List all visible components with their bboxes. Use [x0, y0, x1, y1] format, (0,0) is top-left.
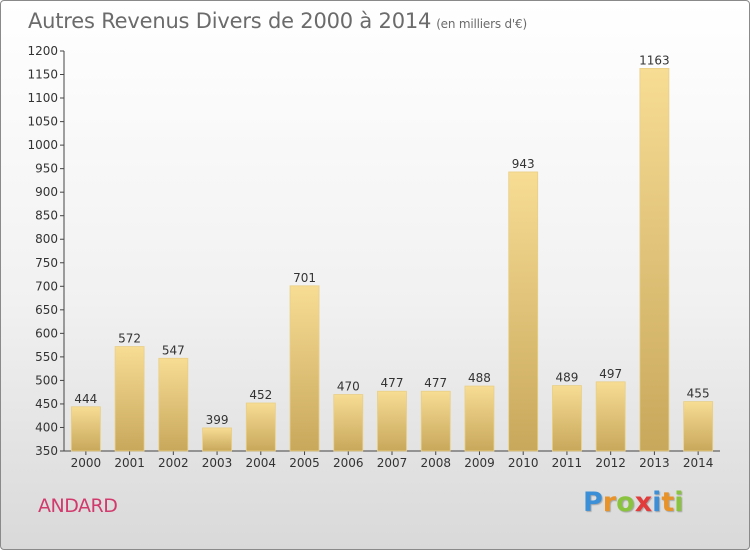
data-label: 452 [249, 388, 272, 402]
chart-subtitle: (en milliers d'€) [436, 17, 527, 31]
bar [245, 402, 276, 452]
chart-title-text: Autres Revenus Divers de 2000 à 2014 [28, 9, 432, 33]
y-tick-label: 950 [35, 162, 58, 176]
y-tick-label: 400 [35, 420, 58, 434]
y-tick-label: 350 [35, 444, 58, 458]
x-tick-label: 2012 [595, 456, 626, 470]
bar [639, 68, 670, 452]
y-tick-label: 450 [35, 397, 58, 411]
bar [158, 357, 189, 452]
y-tick-label: 550 [35, 350, 58, 364]
x-tick-label: 2002 [158, 456, 189, 470]
data-label: 488 [468, 371, 491, 385]
data-label: 572 [118, 332, 141, 346]
logo-letter: i [652, 487, 662, 518]
bar [464, 385, 495, 452]
bar [70, 406, 101, 452]
logo-letter: x [634, 487, 653, 518]
x-tick-label: 2007 [377, 456, 408, 470]
data-label: 444 [74, 392, 97, 406]
x-tick-label: 2014 [683, 456, 714, 470]
bar [289, 285, 320, 452]
bar [595, 381, 626, 452]
data-label: 489 [555, 371, 578, 385]
y-tick-label: 850 [35, 209, 58, 223]
bar [552, 385, 582, 452]
data-label: 455 [687, 387, 710, 401]
x-tick-label: 2001 [114, 456, 145, 470]
bar [202, 427, 232, 452]
chart-axes: 350 400 450 500 550 600 650 700 750 800 850 900 950 1… [27, 44, 720, 470]
commune-name: ANDARD [38, 495, 118, 517]
logo-letter: t [661, 487, 675, 518]
y-tick-label: 1050 [27, 115, 58, 129]
logo-letter: o [616, 487, 635, 518]
bar [377, 390, 407, 452]
y-tick-label: 700 [35, 279, 58, 293]
x-tick-label: 2011 [552, 456, 583, 470]
x-tick-label: 2003 [202, 456, 233, 470]
data-label: 477 [424, 376, 447, 390]
x-tick-label: 2004 [246, 456, 277, 470]
y-tick-label: 1000 [27, 138, 58, 152]
bar [683, 401, 714, 452]
data-label: 497 [599, 367, 622, 381]
data-label: 1163 [639, 53, 670, 67]
y-tick-label: 900 [35, 185, 58, 199]
data-label: 470 [337, 380, 360, 394]
y-tick-label: 600 [35, 326, 58, 340]
y-tick-label: 800 [35, 232, 58, 246]
logo-letter: r [602, 487, 617, 518]
bar [333, 394, 364, 452]
x-tick-label: 2010 [508, 456, 539, 470]
y-tick-label: 1100 [27, 91, 58, 105]
x-tick-label: 2006 [333, 456, 364, 470]
data-label: 399 [206, 413, 229, 427]
logo-letter: i [674, 487, 684, 518]
y-tick-label: 650 [35, 303, 58, 317]
chart-data-labels: 444 572 547 399 452 701 470 477 477 488 943 489 497 1… [74, 53, 709, 427]
data-label: 477 [381, 376, 404, 390]
chart-bars [70, 68, 714, 452]
x-tick-label: 2013 [639, 456, 670, 470]
y-tick-label: 1200 [27, 44, 58, 58]
bar [420, 390, 451, 452]
proxiti-logo: Proxiti [583, 487, 684, 518]
y-tick-label: 750 [35, 256, 58, 270]
y-tick-label: 1150 [27, 68, 58, 82]
y-tick-label: 500 [35, 373, 58, 387]
logo-letter: P [583, 487, 603, 518]
x-tick-label: 2000 [71, 456, 102, 470]
bar [508, 171, 539, 452]
x-tick-label: 2009 [464, 456, 495, 470]
bar [114, 346, 145, 452]
data-label: 547 [162, 343, 185, 357]
x-tick-label: 2005 [289, 456, 320, 470]
data-label: 943 [512, 157, 535, 171]
x-tick-label: 2008 [420, 456, 451, 470]
data-label: 701 [293, 271, 316, 285]
chart-title: Autres Revenus Divers de 2000 à 2014 (en … [28, 9, 527, 33]
